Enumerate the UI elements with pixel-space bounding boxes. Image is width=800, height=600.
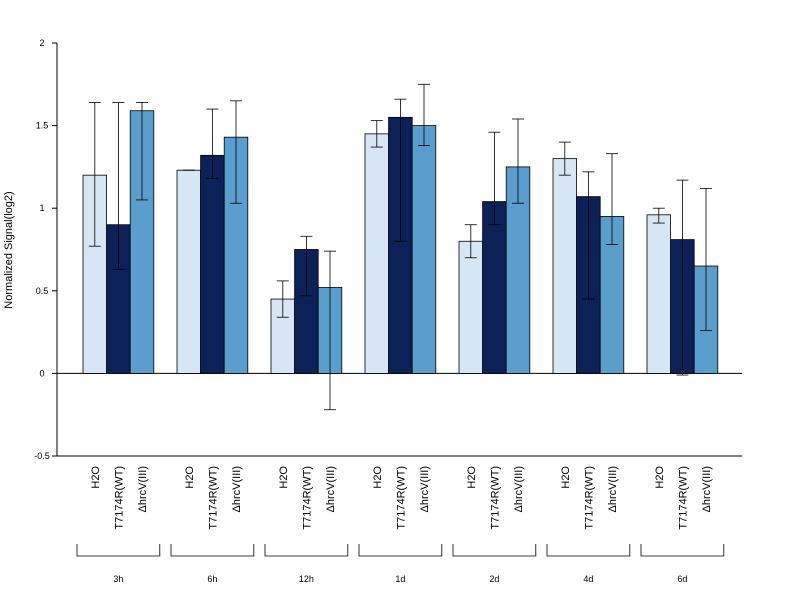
- x-tick-label: ΔhrcV(III): [701, 466, 713, 512]
- x-tick-label: T7174R(WT): [583, 466, 595, 530]
- group-label: 12h: [299, 574, 314, 584]
- group-bracket: [264, 544, 349, 557]
- group-label: 6h: [207, 574, 217, 584]
- x-tick-label: ΔhrcV(III): [137, 466, 149, 512]
- y-axis-label: Normalized Signal(log2): [3, 191, 15, 308]
- group-bracket: [640, 544, 725, 557]
- group-label: 4d: [583, 574, 593, 584]
- x-tick-label: H2O: [654, 466, 666, 489]
- bar: [176, 169, 202, 374]
- x-tick-label: H2O: [466, 466, 478, 489]
- x-tick-label: ΔhrcV(III): [325, 466, 337, 512]
- x-tick-label: ΔhrcV(III): [419, 466, 431, 512]
- group-label: 2d: [489, 574, 499, 584]
- group-bracket: [546, 544, 631, 557]
- x-tick-label: T7174R(WT): [489, 466, 501, 530]
- group-bracket: [358, 544, 443, 557]
- x-tick-label: H2O: [184, 466, 196, 489]
- group-label: 3h: [113, 574, 123, 584]
- x-tick-label: H2O: [560, 466, 572, 489]
- y-tick-label: 2: [39, 38, 44, 48]
- x-tick-label: T7174R(WT): [113, 466, 125, 530]
- bar: [200, 154, 225, 374]
- y-tick-label: 1: [39, 203, 44, 213]
- bar: [411, 125, 437, 374]
- y-tick-label: 0: [39, 368, 44, 378]
- x-tick-label: T7174R(WT): [395, 466, 407, 530]
- error-bars: [88, 83, 712, 411]
- x-tick-label: ΔhrcV(III): [607, 466, 619, 512]
- x-tick-label: H2O: [90, 466, 102, 489]
- x-axis-labels: H2O T7174R(WT) ΔhrcV(III) H2O T7174R(WT) Δhrc…: [90, 466, 713, 530]
- x-tick-label: H2O: [278, 466, 290, 489]
- x-tick-label: T7174R(WT): [677, 466, 689, 530]
- x-tick-label: T7174R(WT): [207, 466, 219, 530]
- x-tick-label: H2O: [372, 466, 384, 489]
- group-brackets: 3h 6h 12h 1d 2d 4d 6d: [76, 544, 725, 584]
- y-tick-label: 1.5: [36, 121, 49, 131]
- x-tick-label: ΔhrcV(III): [513, 466, 525, 512]
- bar: [646, 214, 672, 374]
- group-bracket: [76, 544, 161, 557]
- x-tick-label: ΔhrcV(III): [231, 466, 243, 512]
- group-label: 6d: [677, 574, 687, 584]
- group-bracket: [170, 544, 255, 557]
- group-bracket: [452, 544, 537, 557]
- y-tick-label: -0.5: [34, 451, 50, 461]
- y-axis: 2 1.5 1 0.5 0 -0.5: [34, 38, 742, 461]
- x-tick-label: T7174R(WT): [301, 466, 313, 530]
- bar: [552, 158, 578, 374]
- bars: [82, 110, 719, 374]
- bar: [458, 240, 484, 374]
- bar: [482, 201, 507, 374]
- bar: [364, 133, 390, 374]
- group-label: 1d: [395, 574, 405, 584]
- y-tick-label: 0.5: [36, 286, 49, 296]
